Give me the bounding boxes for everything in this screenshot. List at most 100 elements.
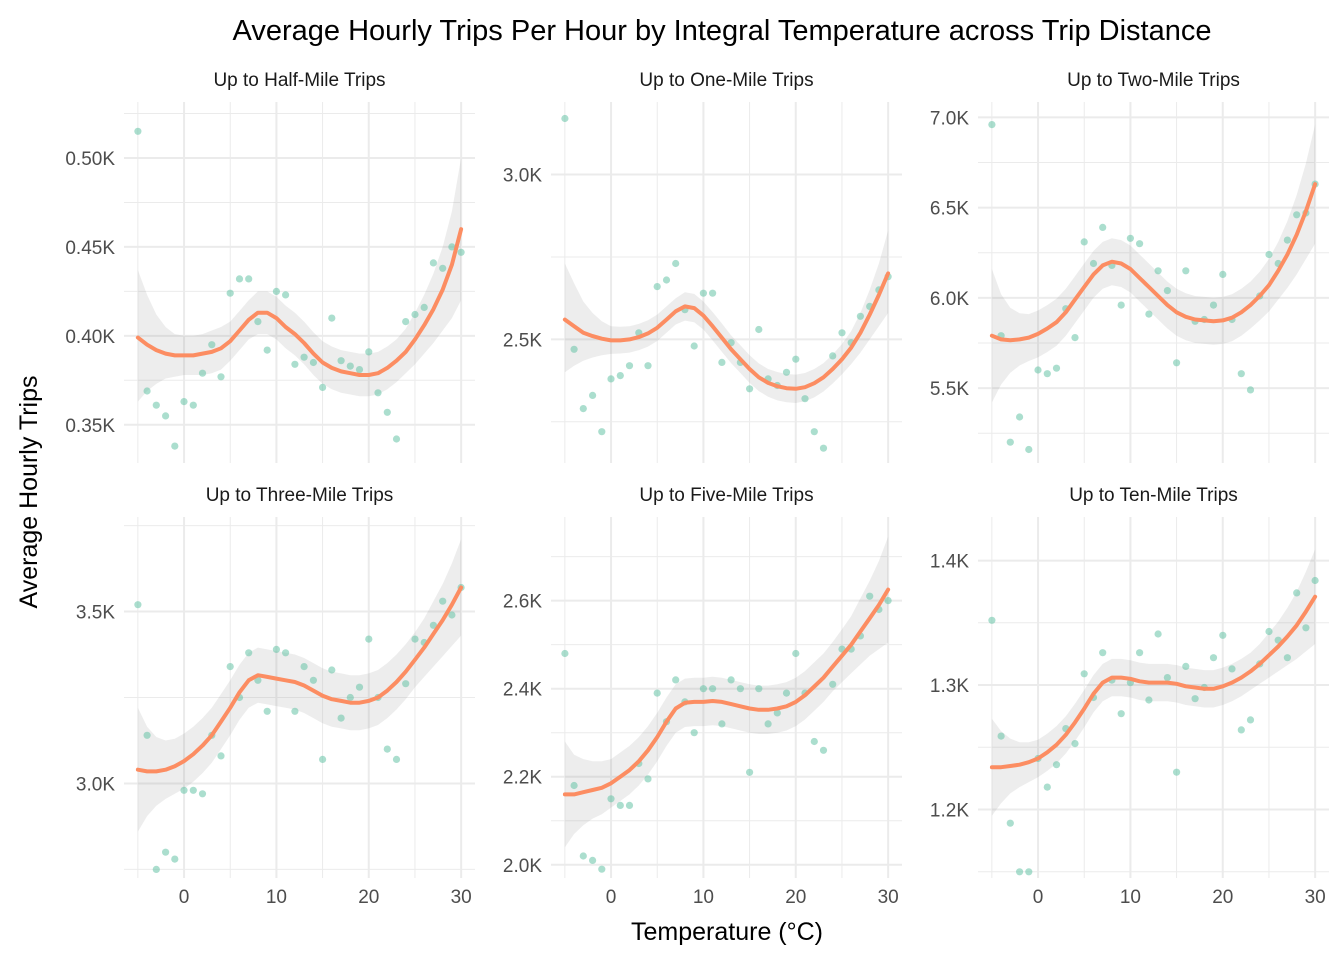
data-point <box>1071 740 1079 748</box>
data-point <box>570 781 578 790</box>
data-point <box>625 362 634 370</box>
x-tick-label: 20 <box>358 887 379 908</box>
data-point <box>607 375 615 383</box>
data-point <box>180 786 188 794</box>
data-point <box>773 709 781 717</box>
data-point <box>856 312 865 320</box>
data-point <box>235 275 244 283</box>
data-point <box>662 276 671 284</box>
x-tick-label: 10 <box>1120 887 1141 908</box>
data-point <box>411 635 419 643</box>
y-tick-label: 1.4K <box>930 552 969 573</box>
data-point <box>1080 238 1088 246</box>
data-point <box>1025 868 1033 876</box>
smooth-trend-line <box>989 594 1318 770</box>
data-point <box>309 358 317 367</box>
data-point <box>598 428 606 436</box>
data-point <box>561 114 569 123</box>
data-point <box>672 259 680 268</box>
data-point <box>143 731 151 739</box>
data-point <box>319 755 327 764</box>
data-point <box>644 362 652 370</box>
data-point <box>690 729 698 737</box>
data-point <box>1302 624 1310 632</box>
smooth-trend-line <box>989 182 1318 343</box>
facet-strip-label: Up to One-Mile Trips <box>639 70 813 91</box>
x-tick-label: 20 <box>785 887 806 908</box>
data-point <box>374 389 382 397</box>
data-point <box>1145 310 1153 318</box>
y-tick-label: 2.6K <box>503 592 542 613</box>
data-point <box>653 283 661 291</box>
data-point <box>709 685 717 693</box>
data-point <box>1043 370 1051 378</box>
data-point <box>1265 250 1273 259</box>
data-point <box>699 685 708 693</box>
data-point <box>1265 627 1273 636</box>
data-point <box>1016 868 1024 876</box>
data-point <box>755 685 763 693</box>
y-tick-label: 3.0K <box>76 774 115 795</box>
data-point <box>764 720 772 728</box>
y-tick-label: 6.5K <box>930 199 969 220</box>
data-point <box>1025 445 1033 454</box>
data-point <box>171 442 179 450</box>
data-point <box>819 444 828 452</box>
data-point <box>884 597 892 605</box>
data-point <box>1191 695 1199 703</box>
data-point <box>198 369 207 377</box>
data-point <box>1311 576 1319 585</box>
data-point <box>746 385 754 393</box>
data-point <box>1173 359 1181 367</box>
data-point <box>226 663 234 671</box>
data-point <box>1154 630 1162 638</box>
data-point <box>1052 761 1061 769</box>
data-point <box>810 428 818 436</box>
data-point <box>736 685 745 693</box>
data-point <box>152 865 160 874</box>
data-point <box>866 592 874 600</box>
facet-strip-label: Up to Ten-Mile Trips <box>1069 485 1238 506</box>
data-point <box>319 383 327 391</box>
facet-panel: Up to Ten-Mile Trips 1.2K 1.3K 1.4K 0 10 20 30 <box>930 485 1329 908</box>
data-point <box>1246 386 1255 394</box>
data-point <box>1154 267 1162 275</box>
facet-strip-label: Up to Two-Mile Trips <box>1067 70 1240 91</box>
data-point <box>355 683 364 691</box>
y-tick-label: 3.5K <box>76 603 115 624</box>
confidence-ribbon <box>991 124 1316 403</box>
data-point <box>411 310 419 319</box>
data-point <box>198 790 207 798</box>
data-point <box>1006 438 1014 446</box>
data-point <box>1237 370 1245 378</box>
data-point <box>420 303 428 311</box>
confidence-ribbon <box>137 158 462 402</box>
data-point <box>1071 334 1079 342</box>
data-point <box>819 746 828 754</box>
data-point <box>653 689 661 697</box>
facet-strip-label: Up to Three-Mile Trips <box>206 485 394 506</box>
data-point <box>616 801 624 810</box>
y-tick-label: 1.3K <box>930 676 969 697</box>
facet-panel: Up to Three-Mile Trips 3.0K 3.5K 0 10 20 30 <box>76 485 475 908</box>
data-point <box>143 387 151 395</box>
facet-panel: Up to Half-Mile Trips 0.35K 0.40K 0.45K 0.50… <box>65 70 475 463</box>
y-tick-label: 0.50K <box>65 149 115 170</box>
data-point <box>272 645 280 654</box>
data-point <box>263 707 271 715</box>
smooth-trend-line <box>562 587 891 797</box>
smooth-trend-line <box>135 227 464 377</box>
data-point <box>1089 259 1098 268</box>
data-point <box>829 680 837 688</box>
x-tick-label: 30 <box>1305 887 1326 908</box>
data-point <box>1043 783 1051 791</box>
data-point <box>309 676 317 684</box>
data-point <box>291 360 299 368</box>
data-point <box>1117 301 1125 309</box>
data-point <box>709 289 717 297</box>
data-point <box>746 768 754 776</box>
data-point <box>1293 589 1301 597</box>
data-point <box>1163 674 1171 682</box>
